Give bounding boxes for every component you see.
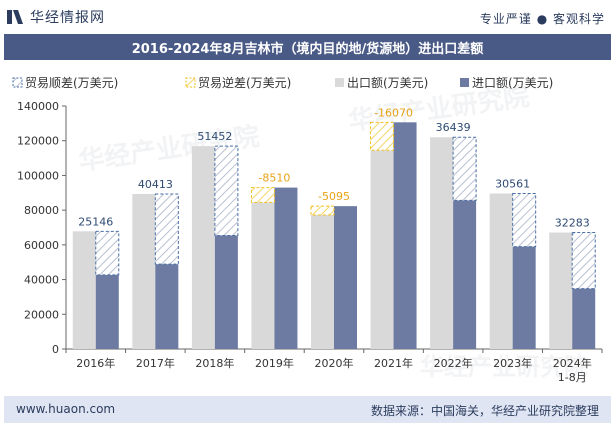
import-bar [95,274,119,349]
export-bar [132,194,156,349]
balance-data-label: -8510 [258,172,290,185]
balance-data-label: 51452 [197,130,232,143]
x-tick-label: 2016年 [76,356,115,370]
website-link[interactable]: www.huaon.com [16,402,116,416]
surplus-bar [571,232,596,290]
balance-data-label: -16070 [374,106,413,119]
balance-data-label: 36439 [436,121,471,134]
logo-text: 华经情报网 [30,10,105,26]
export-bar [191,146,215,349]
export-bar [311,215,334,349]
x-tick-label: 2017年 [136,356,175,370]
y-tick-label: 80000 [24,204,59,217]
x-tick-label: 2020年 [315,356,354,370]
surplus-bar [512,192,537,248]
y-tick-label: 20000 [24,308,59,321]
surplus-bar [214,145,239,236]
x-tick-label: 2018年 [195,356,234,370]
data-source: 数据来源：中国海关，华经产业研究院整理 [370,404,599,418]
balance-data-label: 30561 [495,177,530,190]
top-bar: 华经情报网 专业严谨 ● 客观科学 [0,0,615,34]
surplus-bar [95,230,120,276]
y-tick-label: 120000 [17,135,59,148]
export-bar [489,193,513,349]
deficit-bar [370,121,395,151]
legend-swatch-deficit [185,77,196,88]
export-bar [370,150,394,349]
export-bar [72,231,96,349]
import-bar [572,288,596,349]
bar-chart: 贸易顺差(万美元) 贸易逆差(万美元) 出口额(万美元) 进口额(万美元) 华经… [12,75,603,384]
y-tick-label: 40000 [24,274,59,287]
export-bar [549,232,573,349]
chart-title: 2016-2024年8月吉林市（境内目的地/货源地）进出口差额 [4,34,611,60]
x-tick-label: 2024年 1-8月 [553,356,592,384]
footer: www.huaon.com 数据来源：中国海关，华经产业研究院整理 [4,396,611,423]
import-bar [334,206,357,349]
balance-data-label: 40413 [138,178,173,191]
legend-label-surplus: 贸易顺差(万美元) [25,76,118,90]
y-tick-label: 140000 [17,100,59,113]
huajing-logo-icon [7,10,23,24]
y-tick-label: 0 [52,343,59,356]
x-tick-label: 2021年 [374,356,413,370]
export-bar [251,202,275,349]
export-bar [430,137,454,349]
legend-swatch-export [335,78,344,87]
import-bar [214,235,238,349]
balance-data-label: 25146 [78,215,113,228]
balance-data-label: 32283 [555,217,590,230]
y-tick-label: 100000 [17,169,59,182]
surplus-bar [452,136,477,201]
bars [72,121,596,349]
import-bar [512,246,536,349]
svg-text:华经产业研究院: 华经产业研究院 [420,353,588,381]
legend-item-surplus: 贸易顺差(万美元) [12,76,118,90]
value-labels: 25146 40413 51452 -8510 -5095 -16070 36439 3056… [78,106,589,229]
x-tick-label: 2023年 [493,356,532,370]
import-bar [393,122,417,349]
surplus-bar [154,193,179,265]
x-tick-label: 2022年 [434,356,473,370]
legend-label-deficit: 贸易逆差(万美元) [198,75,291,90]
legend-item-deficit: 贸易逆差(万美元) [185,75,291,90]
balance-data-label: -5095 [318,190,350,203]
import-bar [274,187,298,349]
legend: 贸易顺差(万美元) 贸易逆差(万美元) 出口额(万美元) 进口额(万美元) [12,75,553,90]
x-tick-label: 2019年 [255,356,294,370]
deficit-bar [250,187,275,203]
legend-item-import: 进口额(万美元) [460,76,553,90]
import-bar [155,264,179,349]
legend-item-export: 出口额(万美元) [335,76,428,90]
tagline: 专业严谨 ● 客观科学 [479,12,605,26]
y-tick-label: 60000 [24,239,59,252]
legend-label-import: 进口额(万美元) [472,76,553,90]
legend-label-export: 出口额(万美元) [347,76,428,90]
legend-swatch-surplus [12,77,23,88]
logo: 华经情报网 [6,6,105,28]
import-bar [453,200,477,349]
legend-swatch-import [460,78,469,87]
deficit-bar [310,205,335,216]
